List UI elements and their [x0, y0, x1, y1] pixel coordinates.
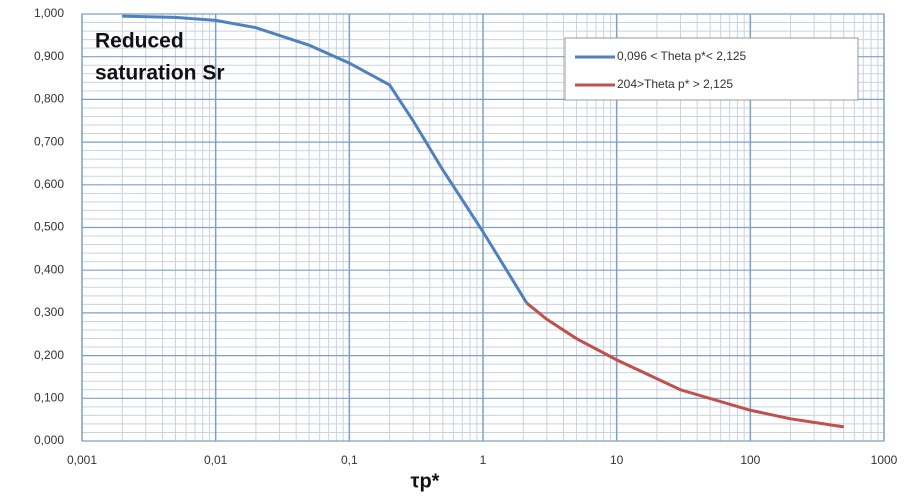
- legend-box: [564, 37, 859, 101]
- x-tick-label: 10: [610, 453, 624, 467]
- y-tick-label: 0,800: [34, 92, 64, 106]
- y-tick-label: 0,100: [34, 390, 64, 404]
- y-tick-label: 0,200: [34, 348, 64, 362]
- x-tick-label: 0,01: [204, 453, 228, 467]
- y-tick-label: 0,500: [34, 220, 64, 234]
- y-tick-label: 0,000: [34, 433, 64, 447]
- y-tick-label: 0,600: [34, 177, 64, 191]
- x-tick-label: 1000: [871, 453, 898, 467]
- legend-label: 204>Theta p* > 2,125: [617, 77, 733, 91]
- x-tick-label: 0,1: [341, 453, 358, 467]
- annotation: Reduced: [95, 30, 184, 53]
- y-tick-label: 0,700: [34, 134, 64, 148]
- y-tick-label: 0,300: [34, 305, 64, 319]
- y-tick-label: 0,400: [34, 262, 64, 276]
- series-line: [122, 14, 529, 304]
- y-tick-label: 0,900: [34, 49, 64, 63]
- y-tick-label: 1,000: [34, 6, 64, 20]
- x-tick-label: 1: [480, 453, 487, 467]
- annotation: saturation Sr: [95, 62, 225, 85]
- x-axis-label: τp*: [411, 470, 440, 492]
- x-tick-label: 0,001: [67, 453, 97, 467]
- legend-label: 0,096 < Theta p*< 2,125: [617, 49, 747, 63]
- x-tick-label: 100: [740, 453, 760, 467]
- series-line: [525, 301, 844, 429]
